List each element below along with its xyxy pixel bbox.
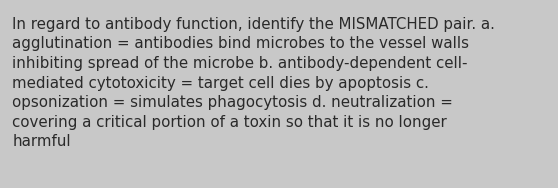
Text: In regard to antibody function, identify the MISMATCHED pair. a.
agglutination =: In regard to antibody function, identify… — [12, 17, 495, 149]
